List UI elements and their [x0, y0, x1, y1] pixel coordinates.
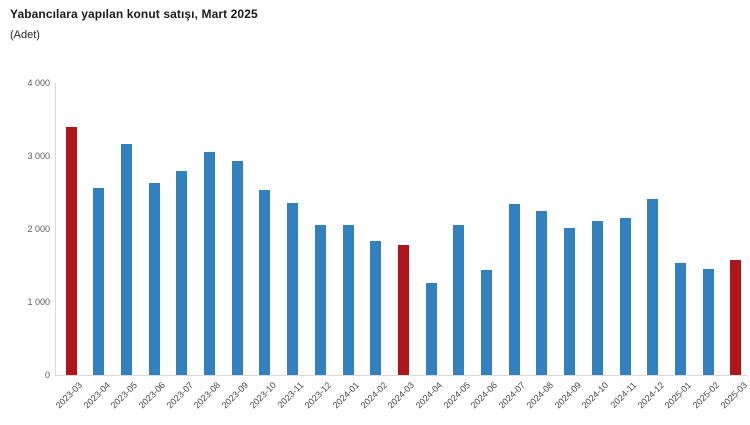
bar-2023-04: [93, 188, 105, 375]
bar-2025-02: [702, 269, 714, 375]
x-axis-tick-label: 2024-11: [608, 380, 639, 410]
y-axis-tick-label: 4 000: [27, 78, 50, 88]
bar-2023-06: [148, 183, 160, 375]
x-axis-tick-label: 2023-05: [109, 380, 140, 411]
bar-2024-01: [342, 224, 354, 375]
bar-2025-01: [674, 262, 686, 375]
x-axis-tick-label: 2025-01: [663, 380, 694, 411]
bar-2023-09: [231, 161, 243, 375]
x-axis-tick-label: 2025-02: [690, 380, 722, 411]
bar-2024-03: [397, 245, 409, 375]
x-axis-tick-label: 2023-09: [219, 380, 251, 411]
y-axis-tick-label: 3 000: [27, 151, 50, 161]
bar-2024-05: [453, 224, 465, 375]
x-axis-tick-label: 2024-10: [579, 380, 611, 411]
x-axis-tick-label: 2023-04: [81, 380, 112, 411]
x-axis-tick-label: 2023-12: [302, 380, 334, 411]
bar-2023-12: [314, 224, 326, 375]
bar-2024-10: [591, 220, 603, 375]
x-axis-tick-label: 2023-11: [275, 380, 306, 410]
x-axis-tick-label: 2023-08: [192, 380, 223, 411]
bar-2023-11: [287, 203, 299, 375]
bar-2024-09: [564, 227, 576, 375]
bar-2023-05: [120, 143, 132, 375]
bar-2023-07: [176, 170, 188, 375]
bar-2024-11: [619, 218, 631, 375]
chart-unit-label: (Adet): [10, 29, 40, 41]
bar-2023-10: [259, 190, 271, 375]
y-axis-tick-label: 1 000: [27, 297, 50, 307]
x-axis-tick-label: 2024-07: [496, 380, 528, 411]
bar-2025-03: [730, 259, 742, 375]
x-axis-tick-label: 2023-03: [53, 380, 85, 411]
x-axis-tick-label: 2024-12: [635, 380, 666, 411]
bar-2024-04: [425, 282, 437, 375]
y-axis-tick-label: 0: [44, 370, 50, 380]
y-axis-line: [55, 83, 56, 376]
bar-2024-06: [481, 270, 492, 375]
x-axis-tick-label: 2024-01: [330, 380, 362, 411]
bar-2024-02: [370, 240, 382, 375]
x-axis-tick-label: 2024-03: [386, 380, 417, 411]
bar-2024-12: [647, 199, 659, 375]
bar-2024-08: [536, 210, 548, 375]
bar-2024-07: [508, 204, 520, 375]
x-axis-tick-label: 2024-08: [524, 380, 555, 411]
x-axis-tick-label: 2023-06: [136, 380, 168, 411]
x-axis-tick-label: 2024-04: [413, 380, 445, 411]
chart-title: Yabancılara yapılan konut satışı, Mart 2…: [10, 7, 258, 21]
bar-2023-08: [204, 151, 215, 375]
x-axis-tick-label: 2024-09: [552, 380, 583, 411]
x-axis-tick-label: 2024-02: [358, 380, 389, 411]
x-axis-tick-label: 2024-05: [441, 380, 472, 411]
x-axis-tick-label: 2024-06: [469, 380, 500, 411]
x-axis-line: [55, 375, 747, 376]
bar-2023-03: [65, 126, 77, 375]
y-axis-tick-label: 2 000: [27, 224, 50, 234]
x-axis-tick-label: 2023-10: [247, 380, 278, 411]
x-axis-tick-label: 2025-03: [718, 380, 749, 411]
x-axis-tick-label: 2023-07: [164, 380, 195, 411]
